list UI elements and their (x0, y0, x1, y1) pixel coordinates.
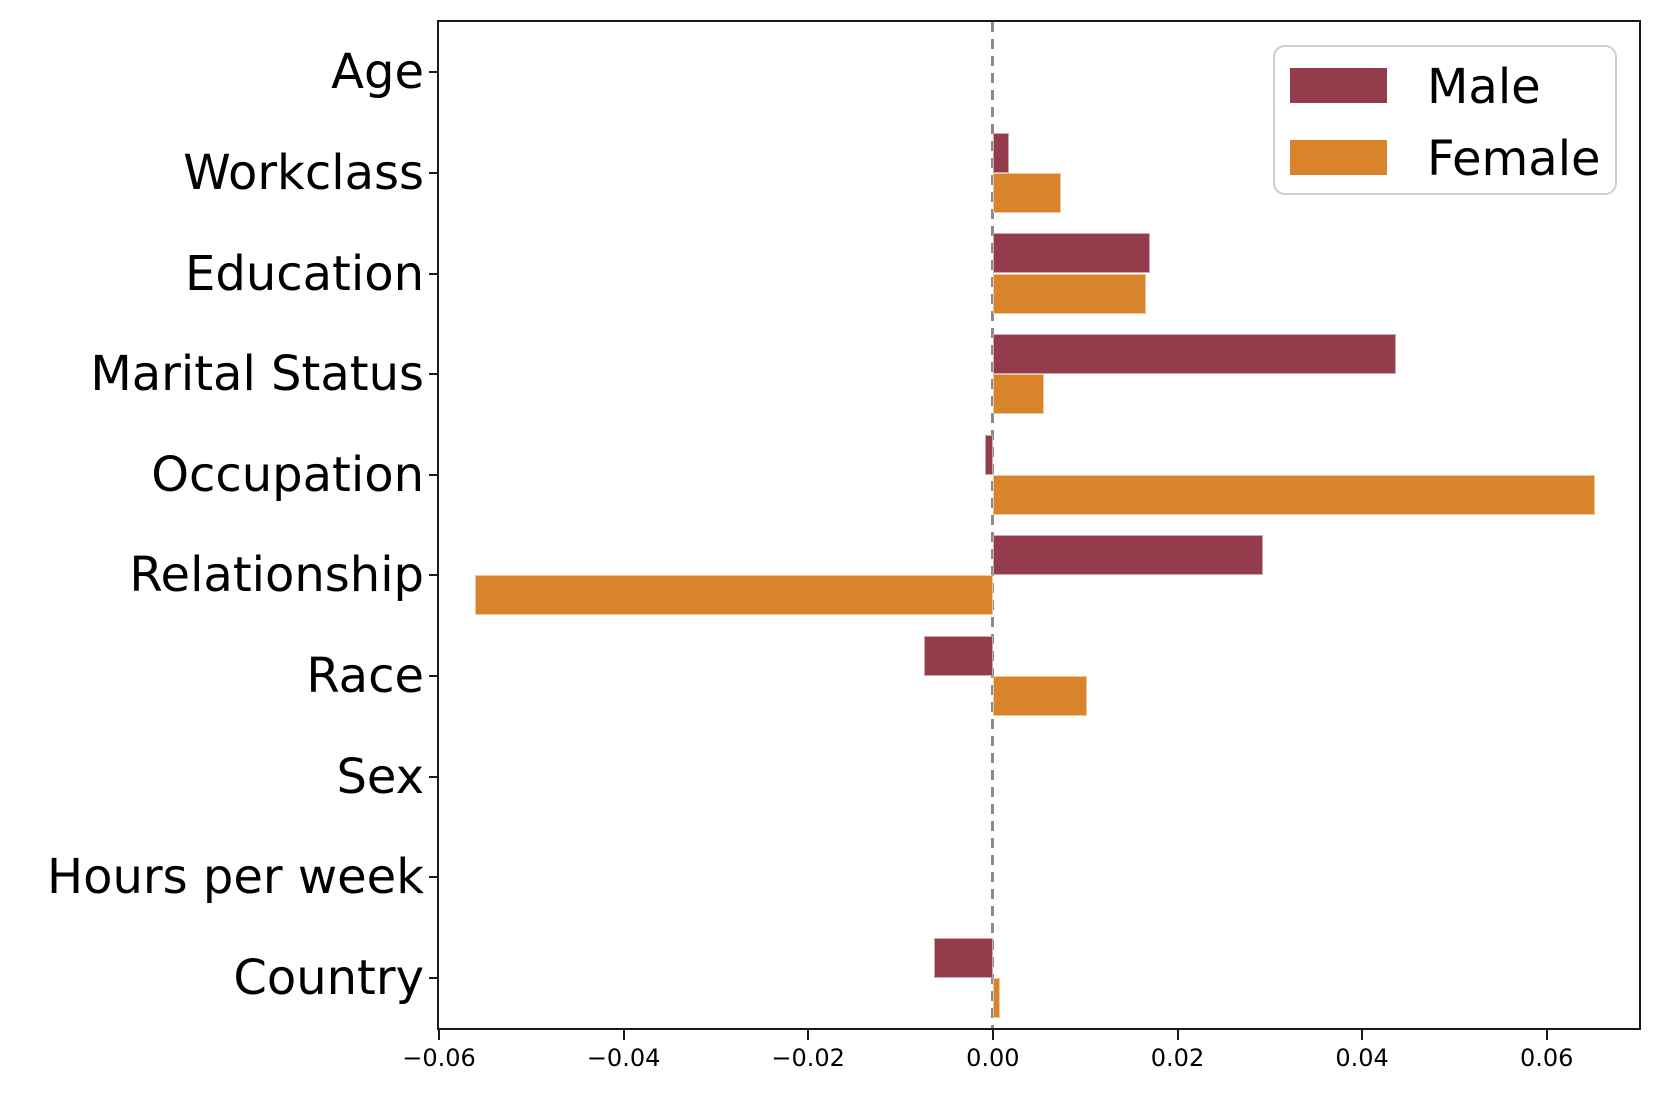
x-axis-tick-label: 0.02 (1150, 1044, 1205, 1072)
y-axis-label-marital-status: Marital Status (90, 346, 424, 403)
legend-label-female: Female (1427, 131, 1601, 187)
bar-female-marital-status (992, 374, 1044, 415)
legend-swatch-male (1290, 68, 1387, 103)
y-axis-tick (429, 373, 439, 376)
x-axis-tick-label: −0.06 (402, 1044, 476, 1072)
bar-female-occupation (992, 474, 1595, 515)
y-axis-tick (429, 574, 439, 577)
x-axis-tick (438, 1030, 440, 1040)
x-axis-tick-label: −0.04 (586, 1044, 661, 1072)
y-axis-tick (429, 876, 439, 879)
bar-female-relationship (475, 575, 993, 616)
x-axis-tick (1361, 1030, 1364, 1040)
bar-male-country (933, 937, 993, 978)
y-axis-label-country: Country (233, 949, 424, 1006)
zero-reference-line (991, 22, 995, 1028)
bar-male-relationship (992, 535, 1264, 576)
x-axis-tick (1545, 1030, 1548, 1040)
bar-female-race (992, 675, 1087, 717)
x-axis-tick (1176, 1030, 1179, 1040)
y-axis-label-workclass: Workclass (183, 144, 424, 201)
plot-area (439, 22, 1639, 1028)
bar-male-education (992, 233, 1150, 274)
bar-male-workclass (992, 132, 1010, 173)
x-axis-tick-label: 0.00 (966, 1044, 1020, 1072)
y-axis-label-sex: Sex (336, 748, 424, 805)
legend: Male Female (1273, 45, 1617, 195)
y-axis-label-race: Race (306, 647, 424, 704)
legend-swatch-female (1290, 140, 1387, 175)
y-axis-tick (429, 775, 439, 778)
y-axis-label-age: Age (331, 44, 424, 101)
bar-female-education (992, 273, 1146, 314)
x-axis-tick (991, 1030, 994, 1040)
y-axis-label-occupation: Occupation (151, 446, 424, 503)
x-axis-tick-label: 0.04 (1335, 1044, 1389, 1072)
x-axis-tick (622, 1030, 625, 1040)
legend-label-male: Male (1427, 59, 1541, 115)
x-axis-tick (807, 1030, 810, 1040)
bar-male-occupation (984, 434, 993, 475)
bar-male-marital-status (992, 333, 1397, 375)
y-axis-label-education: Education (185, 245, 424, 302)
y-axis-label-relationship: Relationship (129, 547, 424, 604)
x-axis-tick-label: 0.06 (1519, 1044, 1574, 1072)
bar-female-workclass (992, 172, 1062, 214)
y-axis-tick (429, 272, 439, 275)
bar-male-race (923, 635, 993, 676)
y-axis-label-hours-per-week: Hours per week (47, 849, 424, 906)
y-axis-tick (429, 473, 439, 476)
y-axis-tick (429, 674, 439, 677)
y-axis-tick (429, 976, 439, 979)
y-axis-tick (429, 171, 439, 174)
x-axis-tick-label: −0.02 (771, 1044, 845, 1072)
bar-female-country (992, 977, 1001, 1018)
y-axis-tick (429, 71, 439, 74)
